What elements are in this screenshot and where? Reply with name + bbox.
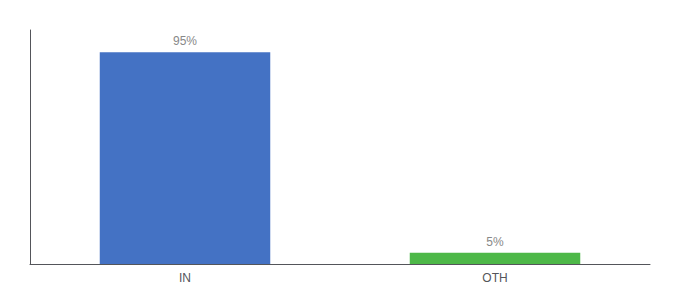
- svg-text:IN: IN: [179, 271, 191, 285]
- svg-text:5%: 5%: [486, 235, 504, 249]
- svg-text:95%: 95%: [173, 34, 197, 48]
- svg-text:OTH: OTH: [482, 271, 507, 285]
